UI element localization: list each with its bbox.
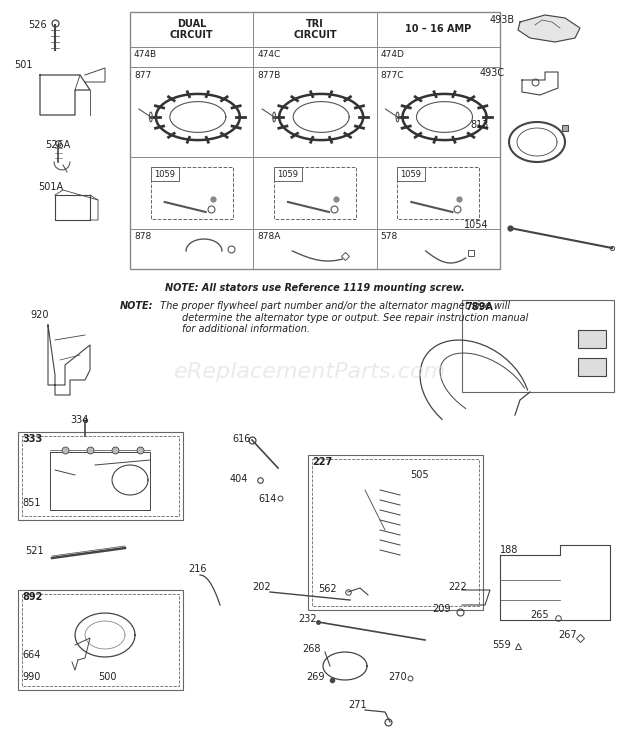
Text: 1054: 1054 xyxy=(464,220,489,230)
Text: 877B: 877B xyxy=(257,71,281,80)
Text: 789A: 789A xyxy=(465,302,493,312)
Text: 664: 664 xyxy=(22,650,40,660)
Bar xyxy=(578,358,606,376)
Polygon shape xyxy=(518,15,580,42)
Text: 334: 334 xyxy=(70,415,89,425)
Text: 1059: 1059 xyxy=(277,170,298,179)
Text: 521: 521 xyxy=(25,546,43,556)
Bar xyxy=(578,330,606,348)
Text: 216: 216 xyxy=(188,564,206,574)
Text: 10 – 16 AMP: 10 – 16 AMP xyxy=(405,25,471,34)
Text: 333: 333 xyxy=(22,434,42,444)
Text: 578: 578 xyxy=(381,232,398,241)
Text: 493B: 493B xyxy=(490,15,515,25)
Text: 501A: 501A xyxy=(38,182,63,192)
Bar xyxy=(462,300,614,392)
Text: 559: 559 xyxy=(492,640,511,650)
Text: 501: 501 xyxy=(14,60,32,70)
Text: 878: 878 xyxy=(134,232,151,241)
Bar xyxy=(22,436,179,516)
Text: TRI
CIRCUIT: TRI CIRCUIT xyxy=(293,19,337,40)
Bar xyxy=(18,590,183,690)
Text: 616: 616 xyxy=(232,434,250,444)
Text: The proper flywheel part number and/or the alternator magnet size will
        d: The proper flywheel part number and/or t… xyxy=(157,301,528,334)
Text: 474B: 474B xyxy=(134,50,157,59)
Text: 526: 526 xyxy=(28,20,46,30)
Text: NOTE: All stators use Reference 1119 mounting screw.: NOTE: All stators use Reference 1119 mou… xyxy=(165,283,465,293)
Text: 265: 265 xyxy=(530,610,549,620)
Text: 268: 268 xyxy=(302,644,321,654)
Text: 271: 271 xyxy=(348,700,366,710)
Text: 990: 990 xyxy=(22,672,40,682)
Bar xyxy=(308,455,483,610)
Text: 188: 188 xyxy=(500,545,518,555)
Text: 892: 892 xyxy=(22,592,42,602)
Text: 500: 500 xyxy=(98,672,117,682)
Text: 877C: 877C xyxy=(381,71,404,80)
Text: 209: 209 xyxy=(432,604,451,614)
Bar xyxy=(151,167,179,181)
Text: 404: 404 xyxy=(230,474,249,484)
Bar xyxy=(274,167,302,181)
Bar xyxy=(397,167,425,181)
Text: eReplacementParts.com: eReplacementParts.com xyxy=(174,362,446,382)
Bar xyxy=(130,12,500,269)
Text: 562: 562 xyxy=(318,584,337,594)
Text: 614: 614 xyxy=(258,494,277,504)
Bar xyxy=(312,459,479,606)
Bar xyxy=(397,167,479,219)
Text: 493C: 493C xyxy=(480,68,505,78)
Text: 505: 505 xyxy=(410,470,428,480)
Text: 474C: 474C xyxy=(257,50,281,59)
Bar xyxy=(274,167,356,219)
Text: 267: 267 xyxy=(558,630,577,640)
Bar xyxy=(22,594,179,686)
Text: 526A: 526A xyxy=(45,140,70,150)
Text: 878A: 878A xyxy=(257,232,281,241)
Text: 232: 232 xyxy=(298,614,317,624)
Text: 813: 813 xyxy=(470,120,489,130)
Text: 1059: 1059 xyxy=(401,170,422,179)
Text: 270: 270 xyxy=(388,672,407,682)
Text: 877: 877 xyxy=(134,71,151,80)
Text: NOTE:: NOTE: xyxy=(120,301,154,311)
Text: 851: 851 xyxy=(22,498,40,508)
Text: DUAL
CIRCUIT: DUAL CIRCUIT xyxy=(170,19,213,40)
Text: 474D: 474D xyxy=(381,50,404,59)
Text: 269: 269 xyxy=(306,672,324,682)
Text: 222: 222 xyxy=(448,582,467,592)
Bar xyxy=(151,167,232,219)
Text: 202: 202 xyxy=(252,582,270,592)
Bar xyxy=(18,432,183,520)
Text: 920: 920 xyxy=(30,310,48,320)
Text: 1059: 1059 xyxy=(154,170,175,179)
Text: 227: 227 xyxy=(312,457,332,467)
